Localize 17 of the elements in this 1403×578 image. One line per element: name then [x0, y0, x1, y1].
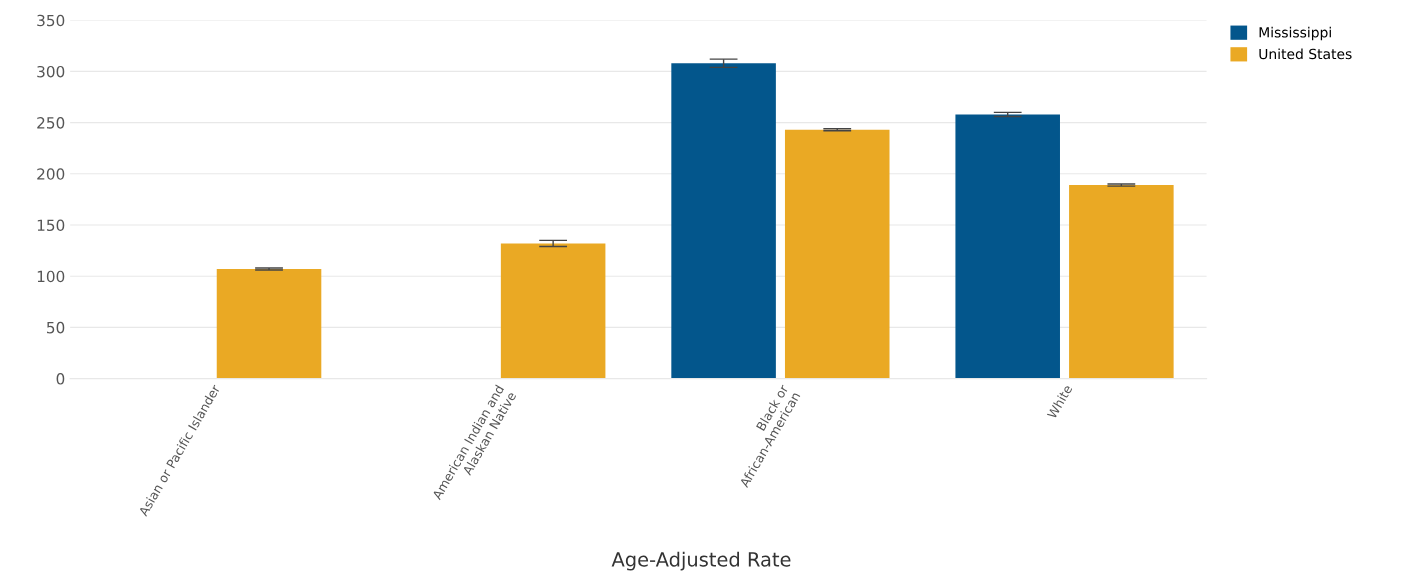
- bar: [216, 269, 322, 379]
- legend-label: United States: [1259, 48, 1352, 60]
- bar: [784, 129, 890, 379]
- y-tick-label: 0: [56, 373, 65, 385]
- bar: [500, 243, 606, 379]
- y-tick-label: 300: [37, 65, 65, 78]
- y-tick-label: 150: [37, 219, 65, 232]
- legend-label: Mississippi: [1259, 26, 1331, 41]
- y-tick-label: 50: [47, 321, 65, 334]
- x-axis-title: Age-Adjusted Rate: [611, 551, 791, 571]
- bar: [955, 114, 1060, 379]
- bar: [671, 63, 776, 379]
- y-tick-label: 250: [37, 117, 65, 129]
- bar: [1069, 185, 1174, 379]
- y-tick-label: 200: [37, 168, 65, 180]
- y-tick-label: 350: [37, 14, 65, 27]
- y-tick-label: 100: [37, 270, 65, 283]
